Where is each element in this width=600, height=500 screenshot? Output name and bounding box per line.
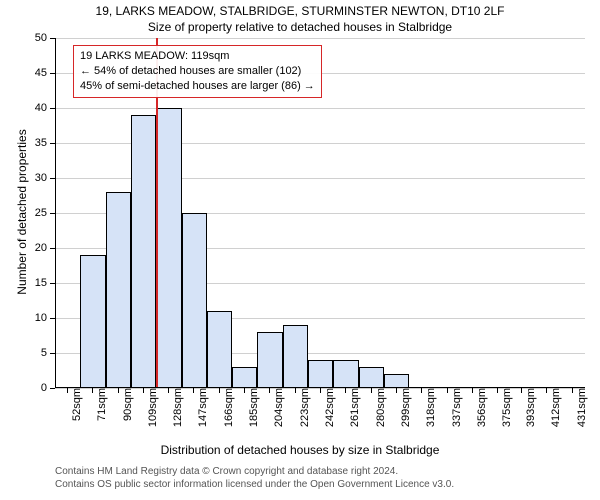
footer-copyright-1: Contains HM Land Registry data © Crown c… xyxy=(0,466,600,477)
xtick-label: 337sqm xyxy=(443,388,463,427)
annotation-line: ← 54% of detached houses are smaller (10… xyxy=(80,64,315,79)
histogram-bar xyxy=(182,213,207,388)
xtick-label: 223sqm xyxy=(291,388,311,427)
xtick-label: 318sqm xyxy=(417,388,437,427)
histogram-bar xyxy=(131,115,156,388)
ytick-label: 0 xyxy=(41,382,55,394)
xtick-label: 71sqm xyxy=(88,388,108,421)
histogram-bar xyxy=(257,332,282,388)
chart-title-subtitle: Size of property relative to detached ho… xyxy=(0,20,600,34)
xtick-label: 261sqm xyxy=(341,388,361,427)
histogram-bar xyxy=(232,367,257,388)
gridline-h xyxy=(55,108,585,109)
footer-copyright-2: Contains OS public sector information li… xyxy=(0,479,600,490)
xtick-label: 375sqm xyxy=(493,388,513,427)
xtick-label: 52sqm xyxy=(63,388,83,421)
xtick-label: 393sqm xyxy=(517,388,537,427)
histogram-bar xyxy=(207,311,232,388)
xtick-label: 166sqm xyxy=(215,388,235,427)
x-axis-label: Distribution of detached houses by size … xyxy=(0,443,600,457)
y-axis-line xyxy=(55,38,56,388)
ytick-label: 50 xyxy=(35,32,55,44)
xtick-label: 299sqm xyxy=(392,388,412,427)
xtick-label: 128sqm xyxy=(164,388,184,427)
annotation-line: 19 LARKS MEADOW: 119sqm xyxy=(80,49,315,64)
histogram-bar xyxy=(106,192,131,388)
ytick-label: 30 xyxy=(35,172,55,184)
xtick-label: 204sqm xyxy=(265,388,285,427)
xtick-label: 431sqm xyxy=(568,388,588,427)
histogram-bar xyxy=(283,325,308,388)
annotation-box: 19 LARKS MEADOW: 119sqm← 54% of detached… xyxy=(73,45,322,98)
ytick-label: 35 xyxy=(35,137,55,149)
chart-title-address: 19, LARKS MEADOW, STALBRIDGE, STURMINSTE… xyxy=(0,4,600,18)
ytick-label: 15 xyxy=(35,277,55,289)
xtick-label: 109sqm xyxy=(139,388,159,427)
chart-root: 19, LARKS MEADOW, STALBRIDGE, STURMINSTE… xyxy=(0,0,600,500)
annotation-line: 45% of semi-detached houses are larger (… xyxy=(80,79,315,94)
y-axis-label: Number of detached properties xyxy=(15,112,29,312)
histogram-bar xyxy=(156,108,181,388)
ytick-label: 40 xyxy=(35,102,55,114)
histogram-bar xyxy=(359,367,384,388)
xtick-label: 90sqm xyxy=(114,388,134,421)
xtick-label: 242sqm xyxy=(316,388,336,427)
plot-area: 0510152025303540455052sqm71sqm90sqm109sq… xyxy=(55,38,585,388)
xtick-label: 412sqm xyxy=(542,388,562,427)
ytick-label: 20 xyxy=(35,242,55,254)
xtick-label: 147sqm xyxy=(189,388,209,427)
histogram-bar xyxy=(308,360,333,388)
ytick-label: 45 xyxy=(35,67,55,79)
xtick-label: 356sqm xyxy=(468,388,488,427)
ytick-label: 10 xyxy=(35,312,55,324)
gridline-h xyxy=(55,38,585,39)
xtick-label: 185sqm xyxy=(240,388,260,427)
ytick-label: 25 xyxy=(35,207,55,219)
histogram-bar xyxy=(333,360,358,388)
histogram-bar xyxy=(80,255,105,388)
xtick-label: 280sqm xyxy=(367,388,387,427)
ytick-label: 5 xyxy=(41,347,55,359)
histogram-bar xyxy=(384,374,409,388)
